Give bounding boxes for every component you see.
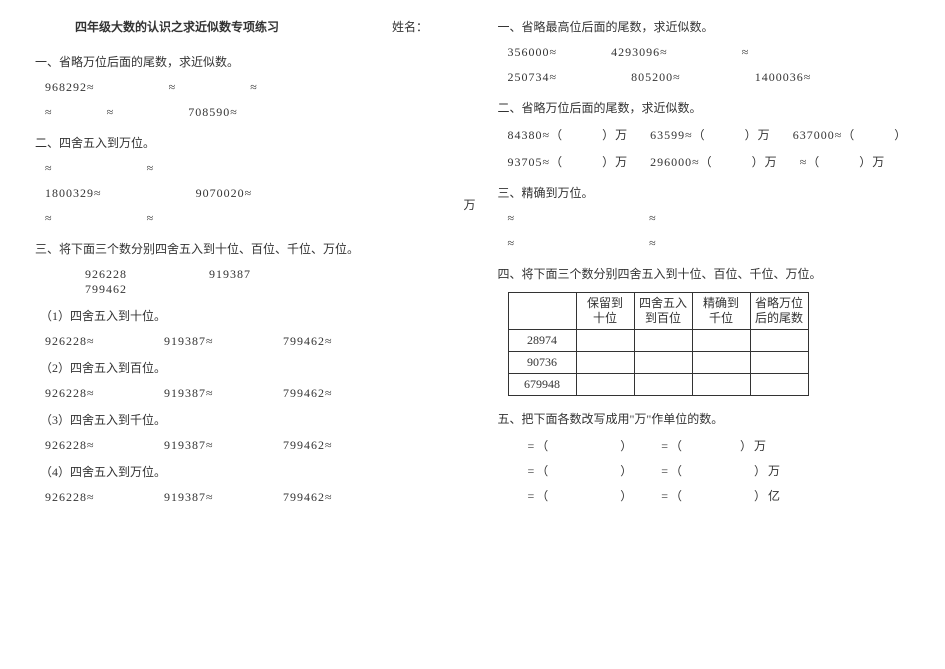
- q: ≈: [107, 105, 115, 120]
- q: 4293096≈: [611, 45, 668, 60]
- name-label: 姓名：: [392, 20, 428, 34]
- q: 919387≈: [164, 334, 279, 349]
- q: 805200≈: [631, 70, 681, 85]
- table-header-blank: [508, 293, 576, 330]
- table-header: 精确到千位: [692, 293, 750, 330]
- q: ≈: [45, 105, 53, 120]
- q: ≈: [250, 80, 258, 95]
- table-header: 保留到十位: [576, 293, 634, 330]
- subheading: （1）四舍五入到十位。: [40, 307, 448, 324]
- q: ≈: [508, 236, 516, 251]
- rewrite-line: =（ ） =（ ）亿: [528, 487, 911, 504]
- q: 1400036≈: [755, 70, 812, 85]
- q: 919387≈: [164, 438, 279, 453]
- num: 919387: [209, 267, 329, 282]
- table-cell: [750, 374, 808, 396]
- page-title: 四年级大数的认识之求近似数专项练习: [75, 20, 279, 34]
- left-section-3-heading: 三、将下面三个数分别四舍五入到十位、百位、千位、万位。: [35, 240, 448, 257]
- q: 296000≈（ ）万: [650, 153, 778, 170]
- num: 926228: [85, 267, 205, 282]
- num: 799462: [85, 282, 205, 297]
- q: ≈: [649, 236, 657, 251]
- subheading: （4）四舍五入到万位。: [40, 463, 448, 480]
- table-header: 省略万位后的尾数: [750, 293, 808, 330]
- right-section-4-heading: 四、将下面三个数分别四舍五入到十位、百位、千位、万位。: [498, 265, 911, 282]
- rewrite-line: =（ ） =（ ）万: [528, 462, 911, 479]
- q: 637000≈（ ）: [793, 126, 908, 143]
- q: 799462≈: [283, 334, 398, 349]
- right-section-2-heading: 二、省略万位后面的尾数，求近似数。: [498, 99, 911, 116]
- stray-wan: 万: [464, 196, 476, 213]
- table-cell: [576, 330, 634, 352]
- q: ≈: [45, 211, 53, 226]
- q: 799462≈: [283, 438, 398, 453]
- table-cell: [692, 352, 750, 374]
- q: 926228≈: [45, 438, 160, 453]
- table-rownum: 679948: [508, 374, 576, 396]
- left-section-2-heading: 二、四舍五入到万位。: [35, 134, 448, 151]
- q: 926228≈: [45, 334, 160, 349]
- table-cell: [692, 374, 750, 396]
- right-section-1-heading: 一、省略最高位后面的尾数，求近似数。: [498, 18, 911, 35]
- table-cell: [576, 374, 634, 396]
- table-cell: [576, 352, 634, 374]
- table-cell: [750, 330, 808, 352]
- q: 1800329≈: [45, 186, 102, 201]
- table-cell: [750, 352, 808, 374]
- q: ≈: [508, 211, 516, 226]
- q: ≈: [45, 161, 53, 176]
- q: 968292≈: [45, 80, 95, 95]
- table-cell: [692, 330, 750, 352]
- subheading: （2）四舍五入到百位。: [40, 359, 448, 376]
- right-section-3-heading: 三、精确到万位。: [498, 184, 911, 201]
- q: 63599≈（ ）万: [650, 126, 771, 143]
- q: 356000≈: [508, 45, 558, 60]
- q: 93705≈（ ）万: [508, 153, 629, 170]
- rounding-table: 保留到十位 四舍五入到百位 精确到千位 省略万位后的尾数 28974 90736: [508, 292, 809, 396]
- q: 919387≈: [164, 490, 279, 505]
- right-section-5-heading: 五、把下面各数改写成用"万"作单位的数。: [498, 410, 911, 427]
- table-cell: [634, 352, 692, 374]
- q: ≈（ ）万: [800, 153, 886, 170]
- q: ≈: [147, 211, 155, 226]
- q: 926228≈: [45, 490, 160, 505]
- left-section-1-heading: 一、省略万位后面的尾数，求近似数。: [35, 53, 448, 70]
- q: 799462≈: [283, 386, 398, 401]
- subheading: （3）四舍五入到千位。: [40, 411, 448, 428]
- q: ≈: [169, 80, 177, 95]
- q: ≈: [742, 45, 750, 60]
- q: 708590≈: [188, 105, 238, 120]
- table-rownum: 28974: [508, 330, 576, 352]
- rewrite-line: =（ ） =（ ）万: [528, 437, 911, 454]
- table-cell: [634, 330, 692, 352]
- table-cell: [634, 374, 692, 396]
- table-rownum: 90736: [508, 352, 576, 374]
- q: ≈: [147, 161, 155, 176]
- q: 919387≈: [164, 386, 279, 401]
- q: ≈: [649, 211, 657, 226]
- q: 926228≈: [45, 386, 160, 401]
- table-header: 四舍五入到百位: [634, 293, 692, 330]
- q: 250734≈: [508, 70, 558, 85]
- q: 9070020≈: [196, 186, 253, 201]
- q: 84380≈（ ）万: [508, 126, 629, 143]
- q: 799462≈: [283, 490, 398, 505]
